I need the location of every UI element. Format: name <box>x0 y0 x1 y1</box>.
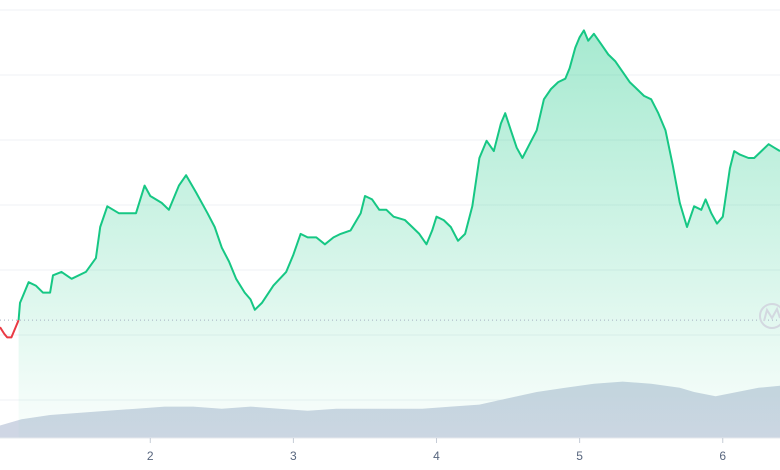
price-line-down <box>0 319 20 339</box>
watermark-logo <box>759 303 780 329</box>
watermark-logo-icon <box>759 303 780 329</box>
price-area-fill <box>18 30 780 438</box>
x-axis: 2 3 4 5 6 <box>0 437 780 463</box>
price-line-up <box>17 29 780 321</box>
x-tick-label: 5 <box>576 449 583 463</box>
x-tick-label: 3 <box>290 449 297 463</box>
price-layer <box>0 29 780 438</box>
x-tick-label: 6 <box>719 449 726 463</box>
x-tick-label: 2 <box>147 449 154 463</box>
x-tick-label: 4 <box>433 449 440 463</box>
watermark-mark-icon <box>763 306 780 322</box>
